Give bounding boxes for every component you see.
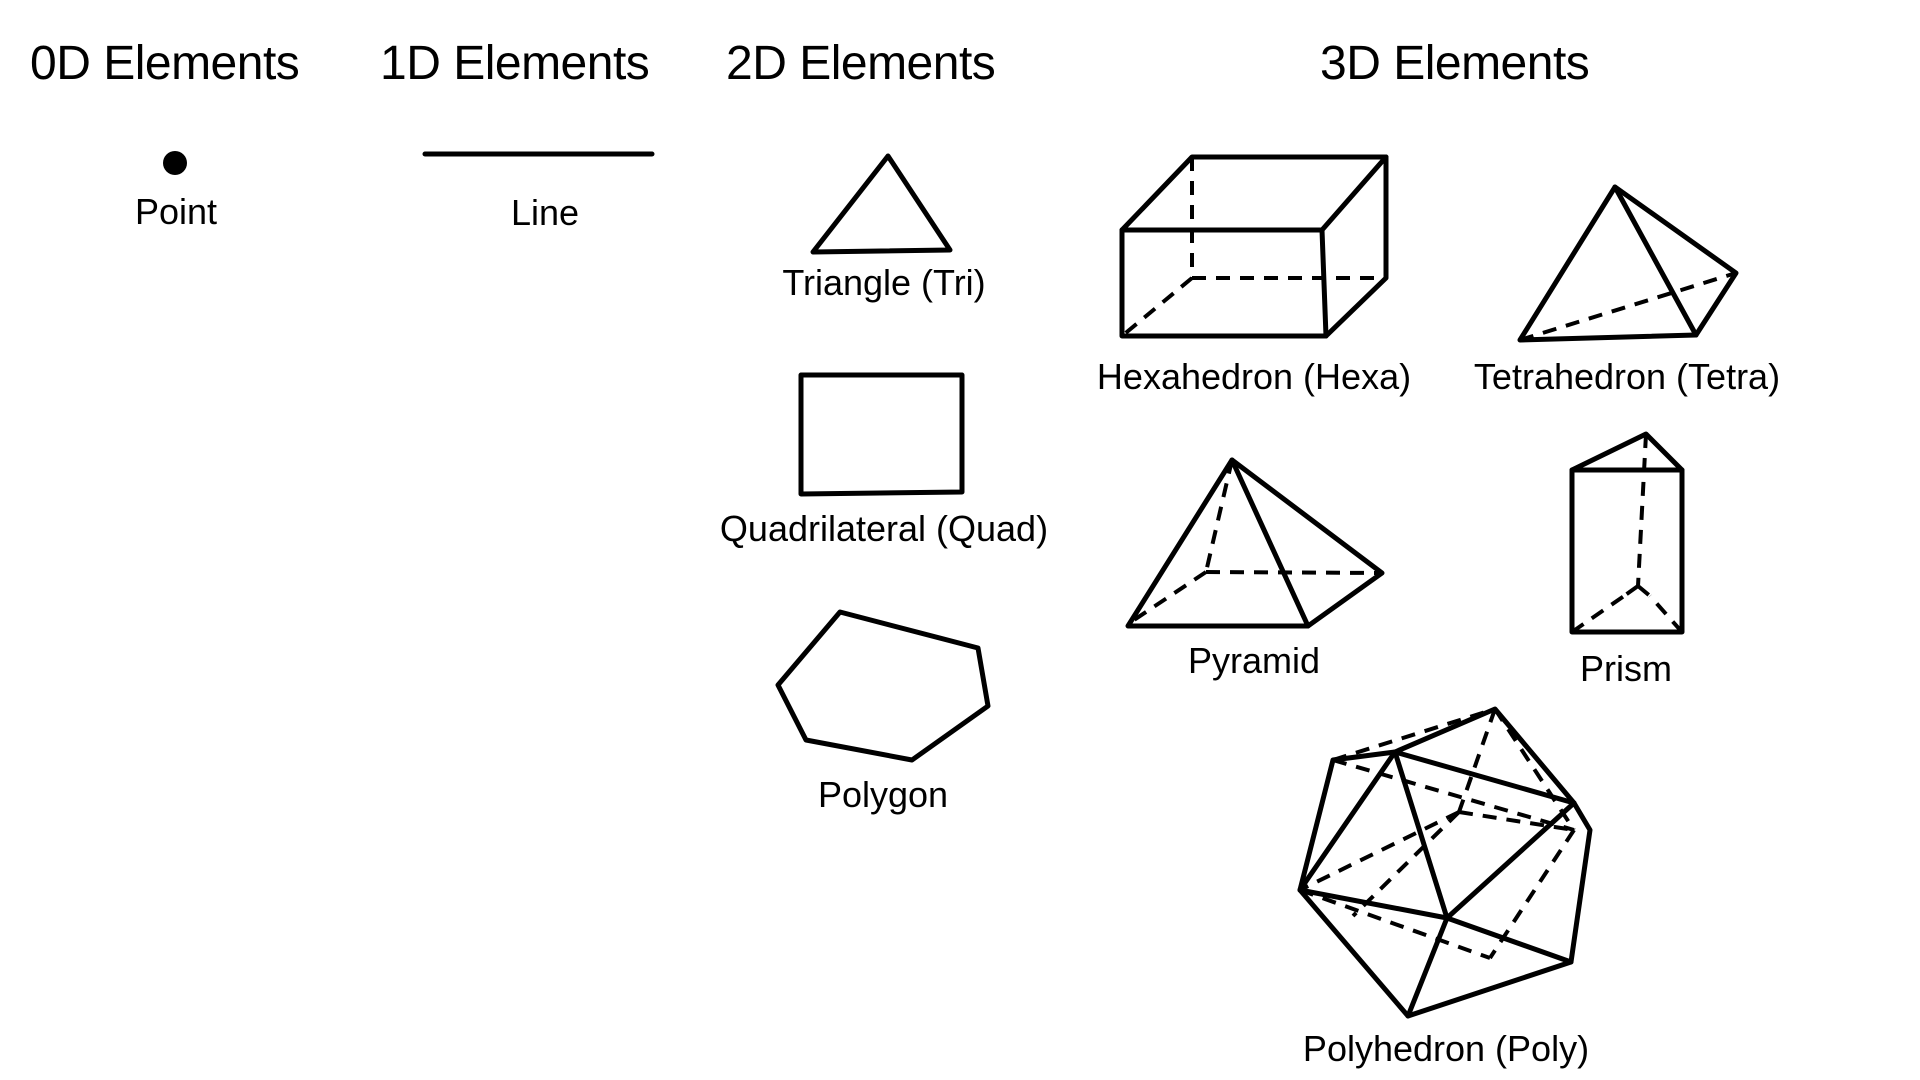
tetrahedron-shape bbox=[1517, 184, 1739, 343]
quadrilateral-label: Quadrilateral (Quad) bbox=[719, 508, 1049, 549]
heading-2d-elements: 2D Elements bbox=[726, 37, 996, 90]
pyramid-label: Pyramid bbox=[1187, 640, 1321, 681]
pyramid-shape bbox=[1125, 457, 1385, 629]
triangle-label: Triangle (Tri) bbox=[782, 262, 986, 303]
hexahedron-shape bbox=[1119, 154, 1389, 339]
polygon-label: Polygon bbox=[817, 774, 949, 815]
line-label: Line bbox=[510, 192, 580, 233]
point-label: Point bbox=[134, 191, 218, 232]
prism-shape bbox=[1569, 431, 1685, 635]
heading-0d-elements: 0D Elements bbox=[30, 37, 300, 90]
polygon-shape bbox=[775, 609, 991, 763]
heading-3d-elements: 3D Elements bbox=[1320, 37, 1590, 90]
prism-label: Prism bbox=[1580, 648, 1672, 689]
tetrahedron-label: Tetrahedron (Tetra) bbox=[1473, 356, 1781, 397]
triangle-shape bbox=[810, 153, 953, 255]
hexahedron-label: Hexahedron (Hexa) bbox=[1096, 356, 1412, 397]
heading-1d-elements: 1D Elements bbox=[380, 37, 650, 90]
quadrilateral-shape bbox=[798, 372, 965, 497]
point-shape bbox=[163, 151, 187, 175]
polyhedron-label: Polyhedron (Poly) bbox=[1302, 1028, 1590, 1069]
polyhedron-shape bbox=[1297, 706, 1593, 1019]
